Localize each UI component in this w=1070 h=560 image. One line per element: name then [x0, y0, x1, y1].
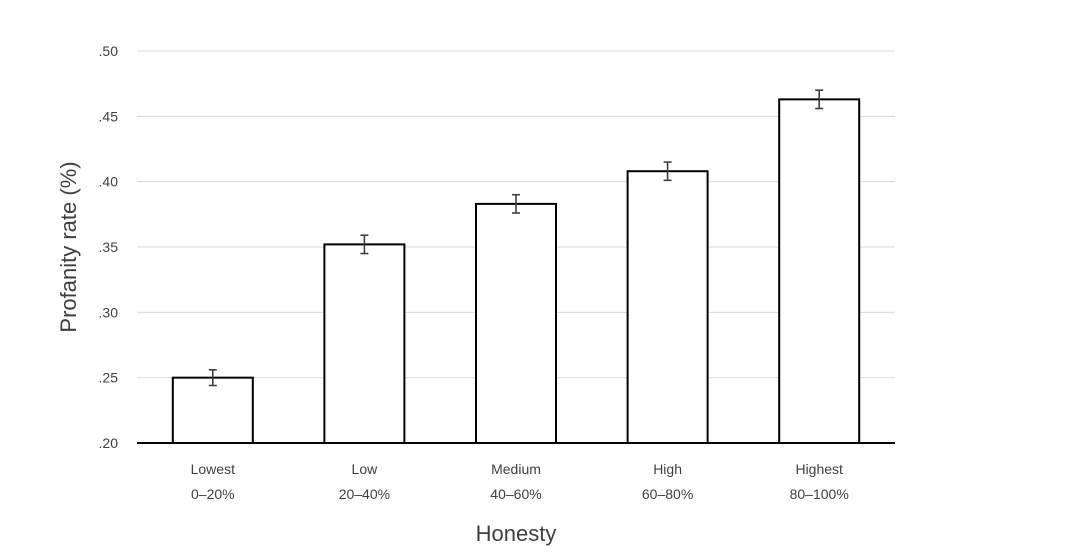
error-bar	[512, 193, 520, 214]
y-tick-label: .45	[99, 108, 119, 124]
x-category-label: Highest	[795, 461, 843, 477]
error-bar	[360, 234, 369, 255]
x-category-range: 60–80%	[642, 486, 693, 502]
y-axis-title: Profanity rate (%)	[56, 161, 81, 332]
x-category-range: 40–60%	[490, 486, 541, 502]
error-bar	[815, 89, 824, 110]
x-axis-title: Honesty	[476, 521, 557, 546]
y-tick-labels: .20 .25 .30 .35 .40 .45 .50	[99, 43, 119, 451]
error-bar	[663, 161, 672, 182]
bar	[323, 243, 406, 444]
x-category-range: 0–20%	[191, 486, 235, 502]
x-category-range: 80–100%	[790, 486, 849, 502]
y-tick-label: .25	[99, 370, 119, 386]
y-tick-label: .30	[99, 304, 119, 320]
x-category-label: High	[653, 461, 682, 477]
x-category-label: Lowest	[191, 461, 235, 477]
bar	[171, 376, 254, 444]
bars	[171, 98, 861, 444]
y-tick-label: .35	[99, 239, 119, 255]
bar	[475, 202, 557, 444]
error-bars	[208, 89, 824, 387]
x-category-label: Medium	[491, 461, 541, 477]
y-tick-label: .50	[99, 43, 119, 59]
bar	[626, 170, 709, 444]
bar	[778, 98, 861, 444]
y-tick-label: .40	[99, 174, 119, 190]
error-bar	[208, 369, 217, 387]
x-category-range: 20–40%	[339, 486, 390, 502]
y-tick-label: .20	[99, 435, 119, 451]
x-category-label: Low	[352, 461, 379, 477]
x-category-labels: Lowest 0–20% Low 20–40% Medium 40–60% High 60–8…	[191, 461, 849, 502]
